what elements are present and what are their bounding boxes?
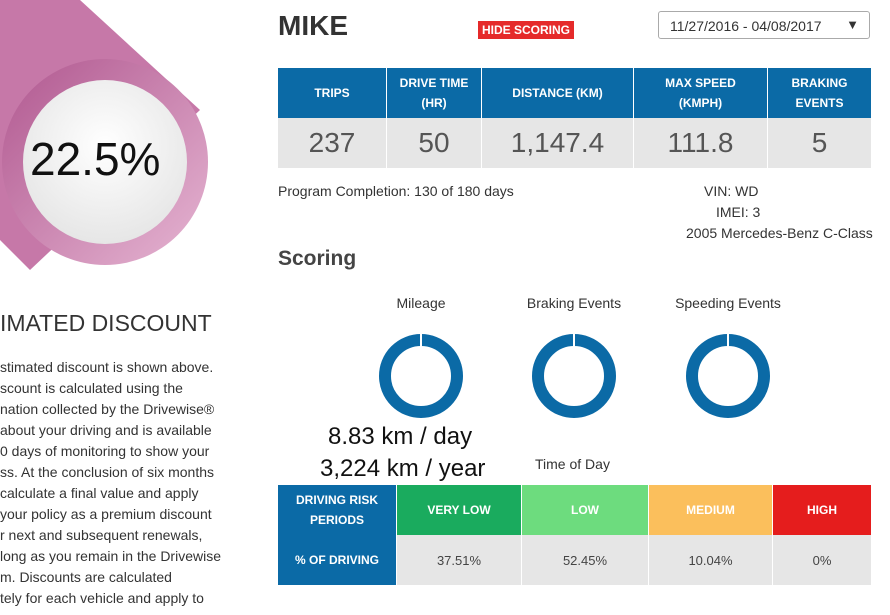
- imei: IMEI: 3: [716, 204, 761, 220]
- dropdown-arrow: ▼: [846, 17, 859, 32]
- scoring-title: Scoring: [278, 247, 357, 270]
- time-of-day-header: DRIVING RISK PERIODS: [278, 485, 397, 535]
- discount-text-line: stimated discount is shown above.: [0, 359, 214, 375]
- discount-text-line: long as you remain in the Drivewise: [0, 548, 221, 564]
- discount-text-line: ss. At the conclusion of six months: [0, 464, 214, 480]
- time-of-day-header: HIGH: [773, 485, 872, 535]
- mileage-year: 3,224 km / year: [320, 455, 486, 482]
- stats-header: TRIPS: [278, 68, 387, 118]
- gauge-ring: [379, 333, 463, 418]
- time-of-day-header: MEDIUM: [649, 485, 773, 535]
- discount-text-line: nation collected by the Drivewise®: [0, 401, 215, 417]
- stats-header: DRIVE TIME (HR): [387, 68, 482, 118]
- driver-name: MIKE: [278, 10, 348, 41]
- discount-text-line: about your driving and is available: [0, 422, 212, 438]
- time-of-day-value: 37.51%: [397, 535, 522, 585]
- vehicle-model: 2005 Mercedes-Benz C-Class: [686, 225, 873, 241]
- time-of-day-value: 0%: [773, 535, 872, 585]
- time-of-day-value: 52.45%: [522, 535, 649, 585]
- discount-text-line: tely for each vehicle and apply to: [0, 590, 204, 606]
- discount-title: IMATED DISCOUNT: [0, 310, 212, 336]
- gauge-ring: [532, 333, 616, 418]
- date-range-select[interactable]: 11/27/2016 - 04/08/2017 ▼: [658, 11, 870, 39]
- time-of-day-value: 10.04%: [649, 535, 773, 585]
- stats-value: 5: [768, 118, 872, 168]
- vin: VIN: WD: [704, 183, 759, 199]
- stats-header: MAX SPEED (KMPH): [634, 68, 768, 118]
- discount-text-line: calculate a final value and apply: [0, 485, 199, 501]
- discount-text-line: your policy as a premium discount: [0, 506, 212, 522]
- row-label: % OF DRIVING: [278, 535, 397, 585]
- mileage-day: 8.83 km / day: [328, 423, 473, 450]
- discount-text-line: m. Discounts are calculated: [0, 569, 172, 585]
- time-of-day-title: Time of Day: [535, 456, 610, 472]
- stats-value: 111.8: [634, 118, 768, 168]
- program-completion: Program Completion: 130 of 180 days: [278, 183, 514, 199]
- discount-text-line: r next and subsequent renewals,: [0, 527, 203, 543]
- stats-value: 1,147.4: [482, 118, 634, 168]
- discount-text-line: scount is calculated using the: [0, 380, 183, 396]
- hide-scoring-button[interactable]: HIDE SCORING: [478, 21, 575, 39]
- time-of-day-header: VERY LOW: [397, 485, 522, 535]
- gauge-label: Mileage: [396, 295, 446, 311]
- gauge-label: Braking Events: [526, 295, 622, 311]
- discount-text-line: 0 days of monitoring to show your: [0, 443, 210, 459]
- stats-header: BRAKING EVENTS: [768, 68, 872, 118]
- date-range: 11/27/2016 - 04/08/2017: [670, 18, 822, 34]
- time-of-day-header: LOW: [522, 485, 649, 535]
- stats-value: 50: [387, 118, 482, 168]
- stats-header: DISTANCE (KM): [482, 68, 634, 118]
- stats-value: 237: [278, 118, 387, 168]
- discount-gauge: [0, 0, 208, 270]
- gauge-ring: [686, 333, 770, 418]
- discount-value: 22.5%: [30, 133, 161, 185]
- gauge-label: Speeding Events: [675, 295, 781, 311]
